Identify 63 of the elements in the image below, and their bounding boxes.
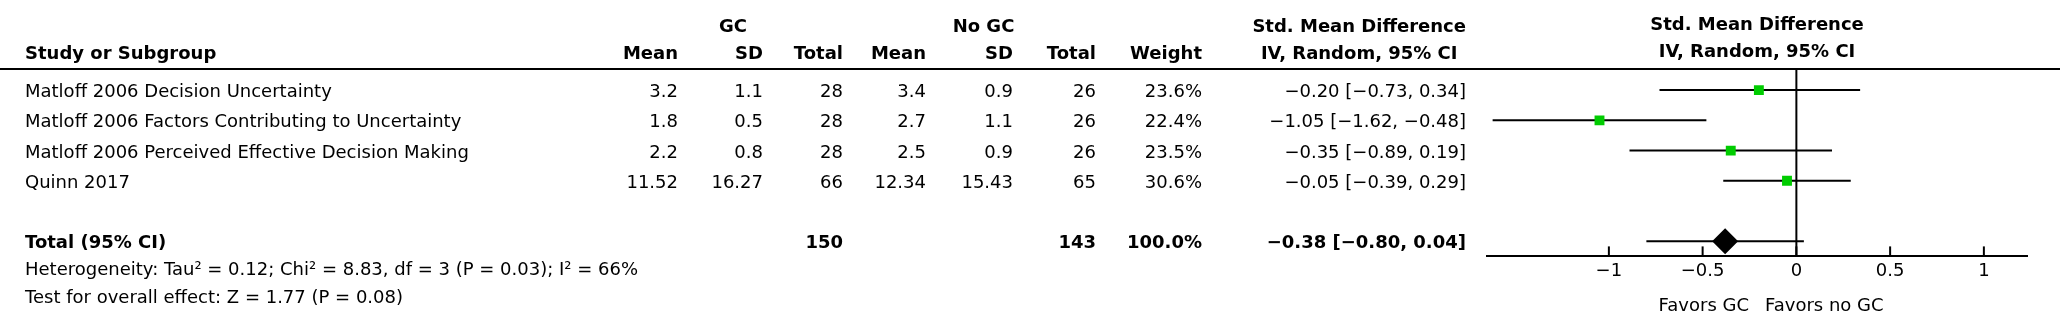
category-label: Matloff 2006 Perceived Effective Decision Making — [25, 140, 469, 162]
text: 2.7 — [897, 109, 926, 131]
text: −1.05 [−1.62, −0.48] — [1269, 109, 1466, 131]
text: 26 — [1073, 140, 1096, 162]
x-tick-label: 0.5 — [1875, 258, 1905, 280]
text: 28 — [820, 109, 843, 131]
x-tick-label: 1 — [1978, 258, 1990, 280]
x-tick-label: −0.5 — [1680, 258, 1725, 280]
category-label: Weight — [1130, 41, 1202, 63]
text: 2.2 — [649, 140, 678, 162]
text: 30.6% — [1144, 170, 1202, 192]
text: 15.43 — [961, 170, 1013, 192]
text: −0.35 [−0.89, 0.19] — [1284, 140, 1466, 162]
category-label: Mean — [870, 41, 926, 63]
text: 0.9 — [984, 79, 1013, 101]
text: −0.05 [−0.39, 0.29] — [1284, 170, 1466, 192]
x-tick-label: 0 — [1790, 258, 1803, 280]
text: No GC — [952, 14, 1015, 36]
text: 0.9 — [984, 140, 1013, 162]
text: 65 — [1073, 170, 1096, 192]
text: 28 — [820, 79, 843, 101]
text: 12.34 — [874, 170, 926, 192]
text: 26 — [1073, 79, 1096, 101]
text: 100.0% — [1127, 230, 1202, 252]
text: 150 — [805, 230, 843, 252]
text: 66 — [820, 170, 843, 192]
text: 2.5 — [897, 140, 926, 162]
text: Test for overall effect: Z = 1.77 (P = 0.08) — [25, 285, 403, 307]
text: 3.2 — [649, 79, 678, 101]
text: Heterogeneity: Tau² = 0.12; Chi² = 8.83, df = 3 (P = 0.03); I² = 66% — [25, 257, 639, 279]
text: 143 — [1058, 230, 1096, 252]
category-label: Mean — [622, 41, 678, 63]
text: 22.4% — [1144, 109, 1202, 131]
text: 0.5 — [734, 109, 763, 131]
text: GC — [719, 14, 747, 36]
chart-title: Std. Mean Difference — [1650, 12, 1864, 34]
category-label: SD — [735, 41, 763, 63]
text: 1.1 — [734, 79, 763, 101]
text: 23.5% — [1144, 140, 1202, 162]
text: 26 — [1073, 109, 1096, 131]
text: 23.6% — [1144, 79, 1202, 101]
text: 0.8 — [734, 140, 763, 162]
category-label: Total — [1046, 41, 1096, 63]
category-label: SD — [985, 41, 1013, 63]
text: Favors GC — [1658, 293, 1749, 315]
text: 11.52 — [626, 170, 678, 192]
text: 16.27 — [711, 170, 763, 192]
category-label: Matloff 2006 Decision Uncertainty — [25, 79, 332, 101]
text: 1.8 — [649, 109, 678, 131]
text: 1.1 — [984, 109, 1013, 131]
text: Study or Subgroup — [25, 41, 217, 63]
x-tick-label: −1 — [1595, 258, 1623, 280]
category-label: Matloff 2006 Factors Contributing to Uncertainty — [25, 109, 462, 131]
text: 3.4 — [897, 79, 926, 101]
category-label: Total — [793, 41, 843, 63]
chart-subtitle: IV, Random, 95% CI — [1658, 39, 1856, 61]
category-label: Quinn 2017 — [25, 170, 130, 192]
category-label: Total (95% CI) — [25, 230, 167, 252]
category-label: Std. Mean Difference IV, Random, 95% CI — [1252, 14, 1466, 65]
text: Favors no GC — [1765, 293, 1884, 315]
text: 28 — [820, 140, 843, 162]
text: −0.20 [−0.73, 0.34] — [1284, 79, 1466, 101]
text: −0.38 [−0.80, 0.04] — [1266, 230, 1466, 252]
